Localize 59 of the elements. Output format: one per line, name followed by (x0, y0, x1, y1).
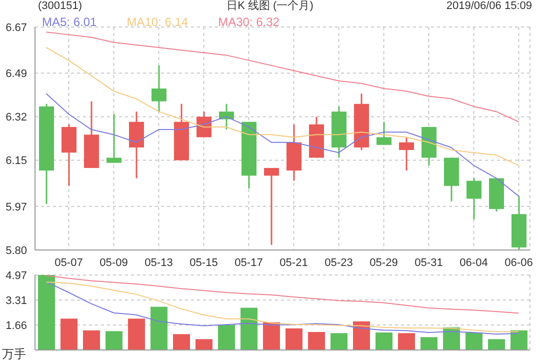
text: 2019/06/06 15:09 (444, 0, 534, 13)
y-tick-label: 6.67 (6, 22, 27, 34)
line-series (46, 93, 520, 197)
y-tick-label: 5.80 (6, 244, 27, 257)
y-tick-label: 6.32 (6, 112, 27, 124)
bar (173, 334, 190, 350)
x-tick-label: 05-21 (280, 256, 308, 269)
bar (353, 321, 370, 350)
y-tick-label: 4.97 (6, 270, 27, 282)
y-tick-label: 3.31 (6, 294, 27, 307)
y-tick-label: 6.49 (6, 68, 27, 80)
x-tick-label: 05-09 (100, 256, 128, 269)
x-tick-label: 05-15 (190, 256, 218, 269)
y-tick-label: 6.15 (6, 155, 27, 168)
bar (240, 308, 258, 350)
candlestick (152, 64, 166, 112)
bar (466, 332, 482, 350)
x-tick-label: 06-04 (460, 256, 488, 269)
bar (308, 332, 325, 350)
line-series (46, 32, 520, 122)
bar (398, 333, 415, 350)
candlestick (264, 167, 279, 246)
bar (38, 275, 55, 350)
text: MA30: 6.32 (218, 15, 280, 29)
x-tick-label: 05-23 (324, 256, 353, 269)
bar (488, 339, 505, 350)
bar (196, 339, 212, 350)
bar (106, 331, 122, 350)
bar (83, 330, 100, 350)
candlestick (219, 103, 234, 130)
x-tick-label: 06-06 (504, 256, 533, 269)
bar (60, 318, 78, 350)
bar (128, 318, 145, 350)
line-series (46, 275, 520, 314)
x-tick-label: 05-31 (414, 256, 443, 269)
bar (376, 332, 392, 350)
candlestick (466, 177, 482, 220)
text: MA5: 6.01 (42, 15, 97, 29)
x-tick-label: 05-17 (234, 256, 263, 269)
bar (218, 324, 235, 350)
line-series (46, 47, 520, 166)
y-axis-title: 万手 (2, 347, 26, 360)
chart-subtitle: 日K 线图 (一个月) (224, 0, 316, 12)
y-tick-label: 5.97 (6, 201, 27, 214)
bar (263, 322, 280, 350)
x-tick-label: 05-13 (144, 256, 173, 269)
y-tick-label: 1.66 (6, 320, 27, 332)
x-tick-label: 05-07 (54, 256, 83, 269)
bar (150, 306, 168, 350)
candlestick (106, 113, 122, 164)
x-tick-label: 05-29 (370, 256, 398, 269)
candlestick (376, 121, 392, 146)
bar (510, 330, 528, 350)
bar (330, 333, 348, 350)
bar (420, 337, 438, 350)
text: MA10: 6.14 (126, 15, 188, 29)
chart-title: (300151) (36, 0, 84, 13)
candlestick (399, 136, 414, 172)
bar (286, 328, 302, 350)
